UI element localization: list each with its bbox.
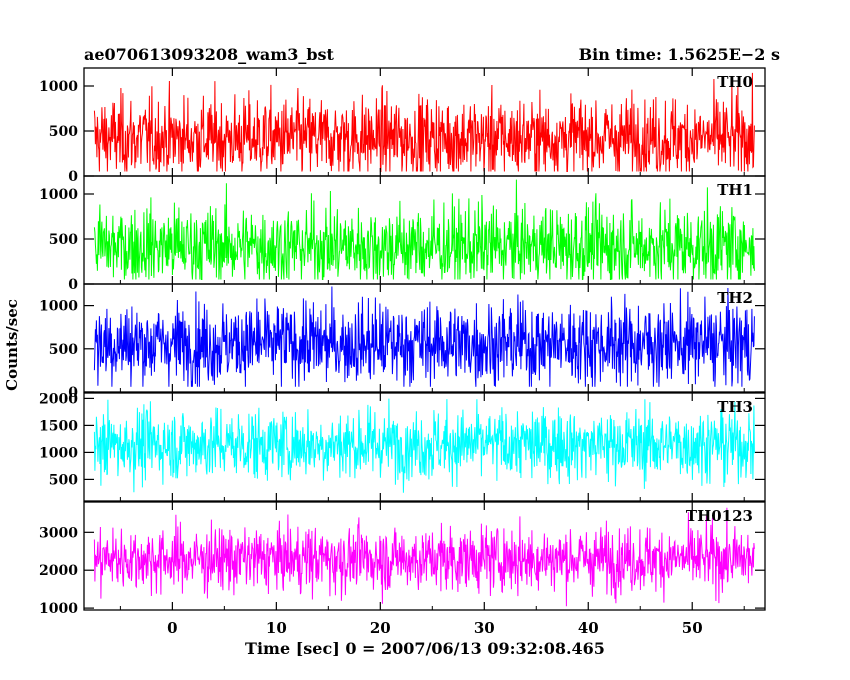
y-tick-label: 500 bbox=[49, 124, 78, 140]
y-tick-label: 2000 bbox=[39, 563, 78, 579]
x-tick-label: 50 bbox=[682, 619, 703, 637]
series-line-th0 bbox=[93, 72, 755, 172]
panel-label-th0123: TH0123 bbox=[686, 507, 753, 525]
panel-th1: 0 500 1000 TH1 bbox=[39, 175, 766, 293]
y-axis-label: Counts/sec bbox=[3, 299, 21, 391]
y-tick-label: 2000 bbox=[39, 391, 78, 407]
y-tick-label: 1500 bbox=[39, 418, 78, 434]
y-tick-label: 500 bbox=[49, 472, 78, 488]
panel-th2: 0 500 1000 TH2 bbox=[39, 283, 766, 401]
x-axis-label: Time [sec] 0 = 2007/06/13 09:32:08.465 bbox=[245, 639, 605, 658]
x-tick-label: 10 bbox=[266, 619, 287, 637]
series-line-th0123 bbox=[93, 507, 755, 607]
panel-frame bbox=[83, 283, 766, 393]
panel-label-th3: TH3 bbox=[717, 398, 753, 416]
panel-th0123: 1000 2000 3000 TH0123 bbox=[39, 501, 766, 617]
y-tick-label: 500 bbox=[49, 232, 78, 248]
y-tick-label: 0 bbox=[68, 277, 78, 293]
y-tick-label: 500 bbox=[49, 342, 78, 358]
y-tick-label: 1000 bbox=[39, 445, 78, 461]
panel-label-th2: TH2 bbox=[717, 289, 753, 307]
bin-time-label: Bin time: 1.5625E−2 s bbox=[579, 45, 780, 64]
y-tick-label: 0 bbox=[68, 385, 78, 401]
panel-label-th1: TH1 bbox=[717, 181, 753, 199]
y-tick-label: 1000 bbox=[39, 299, 78, 315]
series-line-th2 bbox=[93, 286, 755, 387]
y-tick-label: 1000 bbox=[39, 601, 78, 617]
panel-frame bbox=[83, 501, 766, 611]
series-line-th3 bbox=[93, 398, 755, 493]
y-tick-label: 1000 bbox=[39, 187, 78, 203]
panel-label-th0: TH0 bbox=[717, 73, 753, 91]
x-tick-label: 0 bbox=[167, 619, 177, 637]
panel-th3: 500 1000 1500 2000 TH3 bbox=[39, 391, 766, 502]
y-tick-label: 1000 bbox=[39, 79, 78, 95]
x-tick-label: 30 bbox=[474, 619, 495, 637]
y-tick-label: 3000 bbox=[39, 525, 78, 541]
series-line-th1 bbox=[93, 179, 755, 281]
panel-frame bbox=[83, 392, 766, 502]
x-tick-label: 40 bbox=[578, 619, 599, 637]
chart-title: ae070613093208_wam3_bst bbox=[84, 45, 335, 64]
y-tick-label: 0 bbox=[68, 169, 78, 185]
panel-th0: 0 500 1000 TH0 bbox=[39, 67, 766, 185]
x-tick-label: 20 bbox=[370, 619, 391, 637]
